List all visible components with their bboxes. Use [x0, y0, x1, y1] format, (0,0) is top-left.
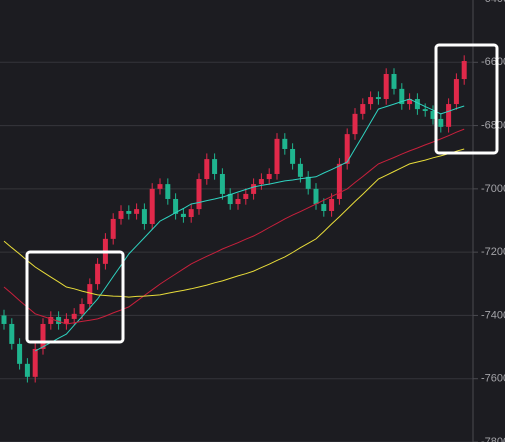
- y-tick-label: -7200: [481, 246, 505, 258]
- y-tick-label: -7800: [481, 436, 505, 442]
- candle-body: [165, 184, 171, 199]
- candle-body: [251, 184, 257, 194]
- candle-body: [95, 263, 101, 285]
- y-tick-label: -6600: [481, 56, 505, 68]
- candle-body: [461, 61, 467, 80]
- candle-body: [48, 317, 54, 324]
- candle-body: [134, 209, 140, 214]
- candle-body: [336, 163, 342, 199]
- candle-body: [212, 159, 218, 174]
- candle-body: [391, 73, 397, 89]
- candle-body: [399, 88, 405, 105]
- candle-body: [196, 179, 202, 210]
- candle-body: [258, 179, 264, 185]
- highlight-box: [25, 250, 125, 344]
- candle-body: [40, 323, 46, 349]
- candle-body: [149, 188, 155, 224]
- candle-body: [414, 98, 420, 110]
- candle-body: [446, 104, 452, 127]
- candle-body: [352, 113, 358, 135]
- candle-body: [219, 173, 225, 194]
- candle-body: [157, 184, 163, 189]
- candle-body: [24, 363, 30, 377]
- y-tick-label: -7600: [481, 373, 505, 385]
- candle-body: [9, 323, 15, 344]
- y-tick-label: -7400: [481, 309, 505, 321]
- candle-body: [297, 163, 303, 177]
- candle-body: [438, 118, 444, 127]
- candle-body: [453, 79, 459, 105]
- highlight-box: [434, 43, 499, 155]
- candle-body: [290, 148, 296, 164]
- candle-body: [243, 193, 249, 199]
- candle-body: [17, 343, 23, 364]
- candle-body: [407, 98, 413, 105]
- candle-body: [266, 173, 272, 180]
- candle-body: [141, 209, 147, 224]
- candle-body: [180, 213, 186, 218]
- candle-body: [79, 304, 85, 314]
- candle-body: [173, 198, 179, 214]
- y-tick-label: -7000: [481, 183, 505, 195]
- candle-body: [204, 159, 210, 180]
- candle-body: [375, 97, 381, 99]
- candle-body: [56, 317, 62, 324]
- candle-body: [368, 97, 374, 105]
- candle-body: [383, 73, 389, 99]
- candle-body: [227, 193, 233, 205]
- candle-body: [305, 176, 311, 189]
- candle-body: [321, 204, 327, 212]
- candle-body: [422, 109, 428, 112]
- candle-body: [32, 348, 38, 377]
- plot: [1, 55, 467, 383]
- moving-average-line: [3, 128, 465, 325]
- y-tick-label: -6400: [481, 0, 505, 5]
- candle-body: [63, 318, 69, 324]
- candle-body: [282, 138, 288, 149]
- candle-body: [329, 198, 335, 212]
- y-tick-label: -6800: [481, 119, 505, 131]
- candle-body: [87, 284, 93, 305]
- candle-body: [235, 198, 241, 205]
- candle-body: [71, 313, 77, 319]
- candle-body: [360, 104, 366, 114]
- moving-average-line: [34, 98, 465, 352]
- candle-body: [118, 211, 124, 219]
- candle-body: [313, 188, 319, 205]
- candle-body: [344, 134, 350, 164]
- candle-body: [110, 218, 116, 239]
- candle-body: [430, 111, 436, 119]
- candle-body: [188, 209, 194, 218]
- moving-average-line: [3, 148, 465, 298]
- candle-body: [274, 138, 280, 174]
- candle-body: [1, 315, 7, 324]
- candle-body: [126, 211, 132, 214]
